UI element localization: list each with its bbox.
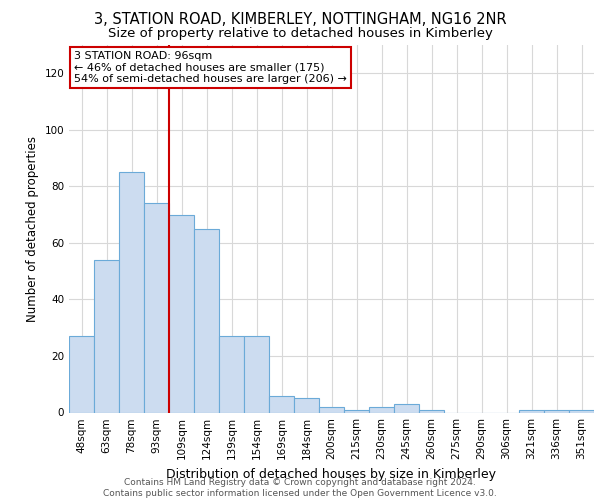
Bar	[144, 204, 169, 412]
Text: Size of property relative to detached houses in Kimberley: Size of property relative to detached ho…	[107, 28, 493, 40]
Bar	[119, 172, 144, 412]
Text: Contains HM Land Registry data © Crown copyright and database right 2024.
Contai: Contains HM Land Registry data © Crown c…	[103, 478, 497, 498]
Bar	[569, 410, 594, 412]
Bar	[544, 410, 569, 412]
Bar	[269, 396, 294, 412]
Bar	[344, 410, 369, 412]
Bar	[419, 410, 444, 412]
Y-axis label: Number of detached properties: Number of detached properties	[26, 136, 39, 322]
Bar	[69, 336, 94, 412]
Bar	[194, 229, 219, 412]
Bar	[94, 260, 119, 412]
Bar	[519, 410, 544, 412]
Bar	[319, 407, 344, 412]
Text: 3, STATION ROAD, KIMBERLEY, NOTTINGHAM, NG16 2NR: 3, STATION ROAD, KIMBERLEY, NOTTINGHAM, …	[94, 12, 506, 28]
Text: 3 STATION ROAD: 96sqm
← 46% of detached houses are smaller (175)
54% of semi-det: 3 STATION ROAD: 96sqm ← 46% of detached …	[74, 50, 347, 84]
Bar	[294, 398, 319, 412]
Bar	[219, 336, 244, 412]
X-axis label: Distribution of detached houses by size in Kimberley: Distribution of detached houses by size …	[167, 468, 497, 481]
Bar	[169, 214, 194, 412]
Bar	[244, 336, 269, 412]
Bar	[369, 407, 394, 412]
Bar	[394, 404, 419, 412]
